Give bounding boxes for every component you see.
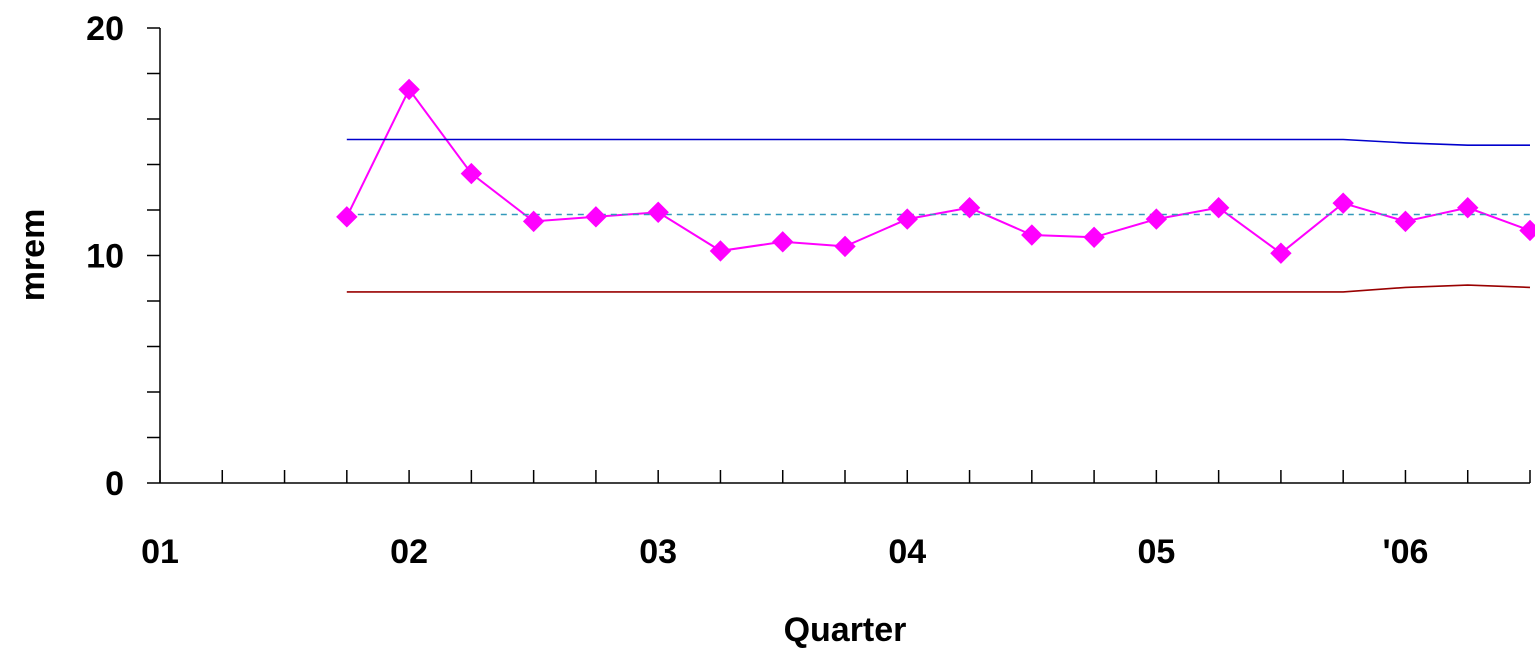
series-line-upper-limit bbox=[346, 138, 1530, 146]
data-point bbox=[896, 208, 918, 230]
data-point bbox=[1457, 197, 1479, 219]
data-point bbox=[1270, 242, 1292, 264]
y-tick-label-10: 10 bbox=[86, 238, 124, 276]
data-point bbox=[772, 231, 794, 253]
x-axis-title: Quarter bbox=[784, 611, 907, 649]
data-point bbox=[647, 201, 669, 223]
x-tick-label: 03 bbox=[639, 533, 677, 571]
x-tick-label: 05 bbox=[1137, 533, 1175, 571]
y-tick-label-20: 20 bbox=[86, 10, 124, 48]
markers-layer bbox=[336, 78, 1535, 264]
data-point bbox=[1083, 226, 1105, 249]
x-ticks bbox=[159, 470, 1531, 483]
data-point bbox=[585, 206, 607, 228]
x-tick-label: 01 bbox=[141, 533, 179, 571]
data-point bbox=[1021, 224, 1043, 246]
data-point bbox=[1332, 192, 1354, 214]
data-point bbox=[460, 162, 483, 185]
data-point bbox=[1207, 197, 1230, 219]
data-point bbox=[958, 197, 981, 219]
data-point bbox=[1394, 210, 1417, 233]
data-point bbox=[398, 78, 420, 101]
data-point bbox=[834, 235, 856, 258]
y-tick-label-0: 0 bbox=[105, 465, 124, 503]
y-axis-title: mrem bbox=[14, 209, 52, 302]
x-tick-label: 04 bbox=[888, 533, 926, 571]
data-point bbox=[709, 240, 732, 262]
data-point bbox=[1519, 219, 1535, 242]
labels: 20 10 0 01 02 03 04 05 '06 Quarter mrem bbox=[14, 10, 1428, 649]
data-point bbox=[336, 206, 358, 228]
x-tick-label: '06 bbox=[1383, 533, 1429, 571]
series-line-lower-limit bbox=[346, 284, 1531, 293]
series-line-measured bbox=[345, 87, 1531, 255]
axes bbox=[147, 27, 1531, 484]
series-layer bbox=[345, 87, 1531, 293]
x-tick-label: 02 bbox=[390, 533, 428, 571]
data-point bbox=[522, 210, 545, 233]
y-ticks bbox=[147, 27, 160, 484]
data-point bbox=[1145, 208, 1168, 230]
